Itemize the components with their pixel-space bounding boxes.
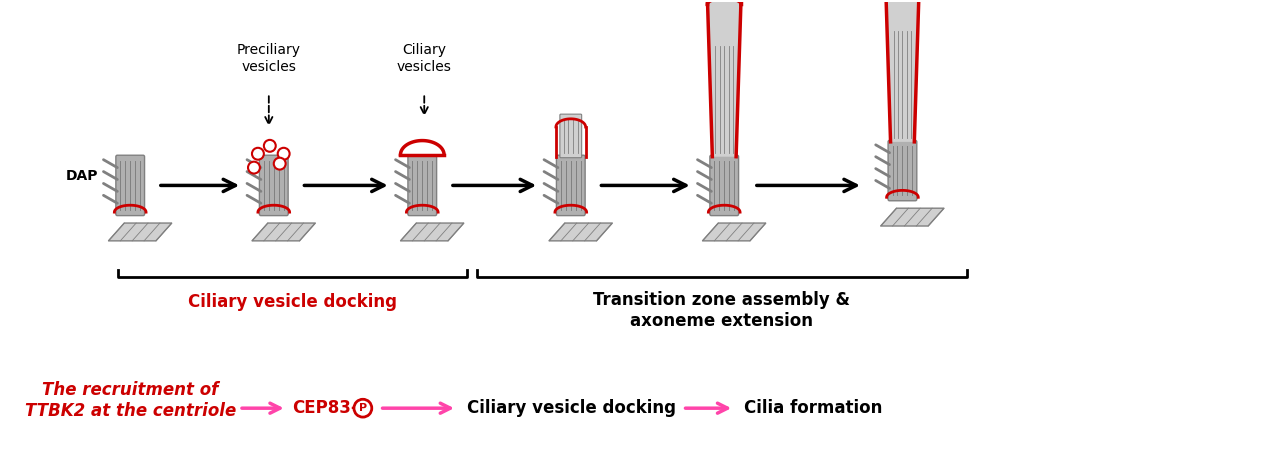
Polygon shape <box>401 223 464 241</box>
Circle shape <box>252 148 265 160</box>
Circle shape <box>248 162 259 173</box>
Text: Ciliary vesicle docking: Ciliary vesicle docking <box>187 293 397 311</box>
Text: P: P <box>358 403 367 413</box>
FancyBboxPatch shape <box>408 155 437 216</box>
Text: Ciliary
vesicles: Ciliary vesicles <box>397 43 452 74</box>
Polygon shape <box>550 223 612 241</box>
Circle shape <box>273 158 285 170</box>
Text: Ciliary vesicle docking: Ciliary vesicle docking <box>467 399 675 417</box>
Polygon shape <box>886 0 919 142</box>
Polygon shape <box>707 0 741 157</box>
FancyBboxPatch shape <box>556 155 586 216</box>
Polygon shape <box>702 223 765 241</box>
Polygon shape <box>881 208 944 226</box>
Text: Preciliary
vesicles: Preciliary vesicles <box>236 43 300 74</box>
FancyBboxPatch shape <box>259 155 288 216</box>
Text: Transition zone assembly &
axoneme extension: Transition zone assembly & axoneme exten… <box>593 291 850 330</box>
Text: The recruitment of
TTBK2 at the centriole: The recruitment of TTBK2 at the centriol… <box>24 381 236 420</box>
Circle shape <box>354 399 372 417</box>
Text: DAP: DAP <box>65 168 99 182</box>
FancyBboxPatch shape <box>710 155 738 216</box>
FancyBboxPatch shape <box>889 141 917 201</box>
Polygon shape <box>108 223 172 241</box>
Circle shape <box>277 148 290 160</box>
FancyBboxPatch shape <box>560 114 582 158</box>
Polygon shape <box>252 223 316 241</box>
Circle shape <box>265 140 276 152</box>
Text: Cilia formation: Cilia formation <box>743 399 882 417</box>
Text: CEP83-: CEP83- <box>293 399 358 417</box>
FancyBboxPatch shape <box>116 155 145 216</box>
